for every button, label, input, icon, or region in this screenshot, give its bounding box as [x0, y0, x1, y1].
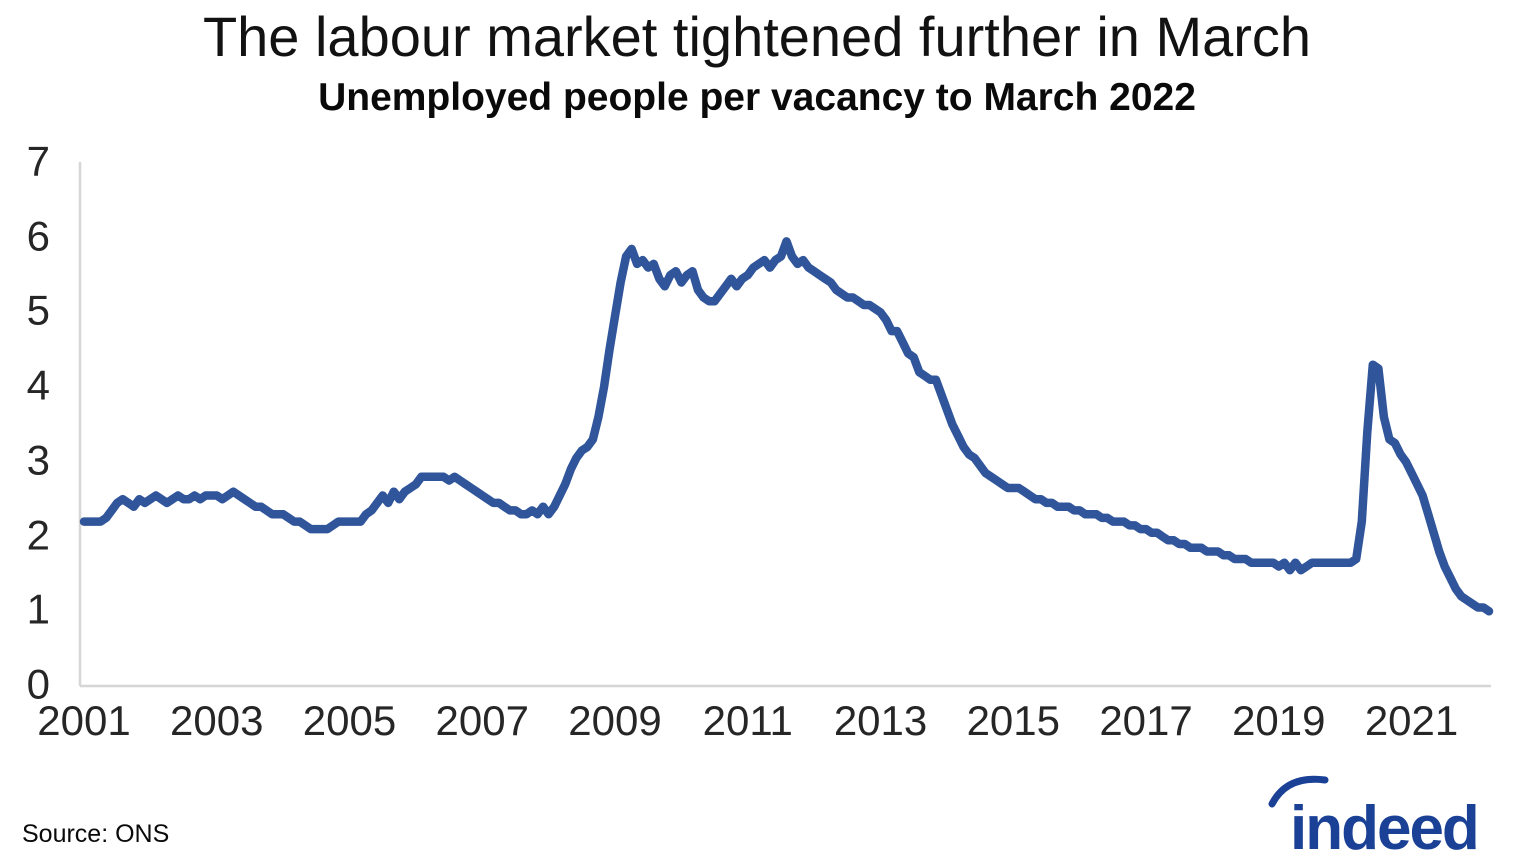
y-tick-label: 1 [26, 585, 50, 633]
x-tick-label: 2011 [702, 697, 793, 744]
chart-subtitle: Unemployed people per vacancy to March 2… [318, 76, 1196, 119]
y-tick-label: 6 [26, 212, 50, 260]
page-title: The labour market tightened further in M… [202, 5, 1312, 68]
x-tick-label: 2001 [37, 697, 131, 744]
y-tick-label: 2 [26, 510, 50, 558]
x-tick-label: 2017 [1099, 697, 1193, 744]
x-tick-label: 2005 [302, 697, 397, 744]
x-tick-label: 2019 [1232, 697, 1326, 744]
x-tick-label: 2003 [170, 697, 264, 744]
x-tick-label: 2013 [833, 697, 928, 744]
indeed-logo: indeed [1268, 772, 1498, 863]
y-tick-label: 4 [26, 361, 50, 409]
indeed-logo-text: indeed [1290, 794, 1480, 863]
x-tick-label: 2021 [1364, 697, 1459, 744]
y-tick-label: 7 [26, 137, 50, 185]
y-tick-label: 0 [26, 660, 50, 708]
source-note: Source: ONS [22, 820, 170, 848]
x-tick-label: 2007 [435, 697, 529, 744]
x-tick-label: 2009 [568, 697, 662, 744]
unemployed-per-vacancy-line [79, 237, 1494, 616]
y-tick-label: 5 [26, 286, 50, 334]
indeed-swoosh-icon [1268, 775, 1329, 808]
y-tick-label: 3 [26, 436, 50, 484]
x-tick-label: 2015 [966, 697, 1060, 744]
